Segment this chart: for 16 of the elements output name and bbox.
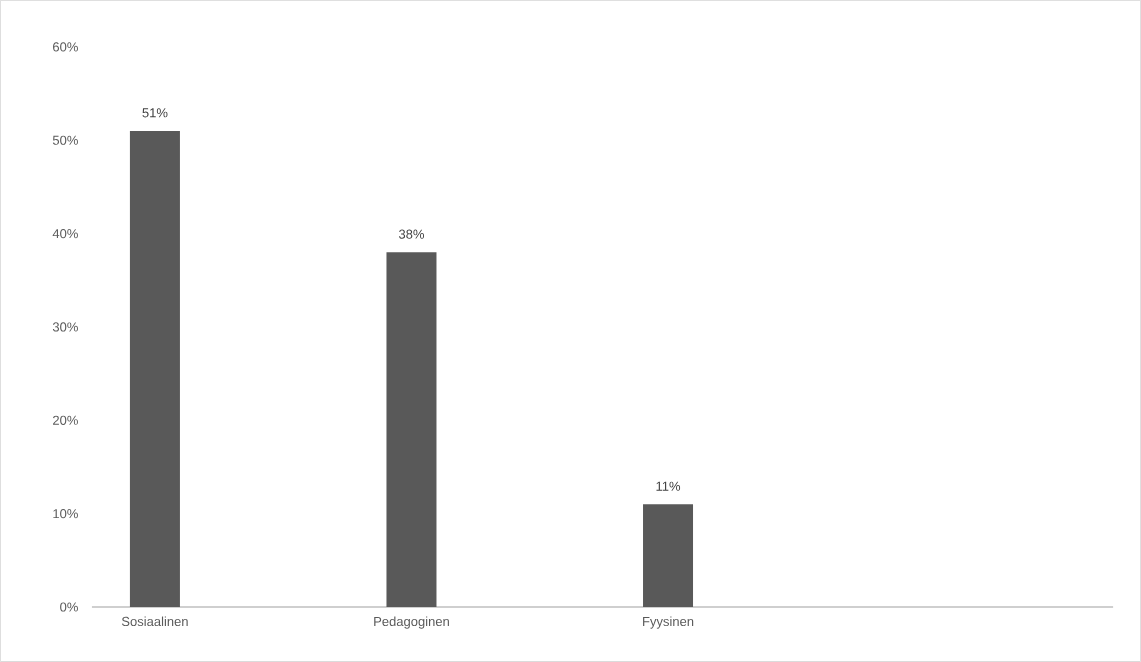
bar	[129, 130, 180, 608]
data-label: 51%	[142, 108, 168, 118]
y-tick-label: 20%	[53, 415, 78, 425]
x-tick-label: Fyysinen	[643, 616, 694, 629]
y-tick-label: 0%	[60, 602, 78, 612]
x-tick-label: Pedagoginen	[374, 616, 449, 629]
x-tick-label: Sosiaalinen	[121, 616, 188, 627]
data-label: 38%	[398, 229, 425, 239]
y-tick-label: 40%	[52, 229, 78, 239]
y-tick-label: 10%	[53, 509, 78, 519]
y-tick-label: 50%	[52, 135, 78, 145]
data-label: 11%	[656, 481, 681, 491]
bar	[386, 252, 437, 608]
y-tick-label: 60%	[53, 42, 78, 52]
bar	[643, 504, 694, 608]
y-tick-label: 30%	[52, 322, 78, 332]
